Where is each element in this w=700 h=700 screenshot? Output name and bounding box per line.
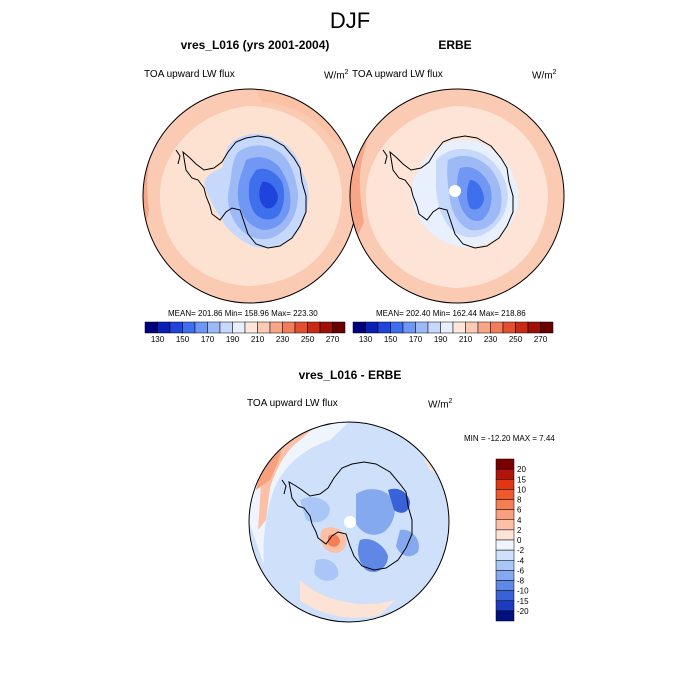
colorbar-box <box>194 321 208 334</box>
colorbar-tick-label: 230 <box>276 335 290 344</box>
colorbar-tick-label: 150 <box>384 335 398 344</box>
colorbar-tick-label: 2 <box>517 526 522 535</box>
colorbar-tick-label: 170 <box>409 335 423 344</box>
colorbar-box <box>365 321 379 334</box>
colorbar-tick-label: 210 <box>251 335 265 344</box>
colorbar-box <box>515 321 529 334</box>
colorbar-box <box>495 580 515 591</box>
panel-1-variable-label: TOA upward LW flux <box>144 69 235 80</box>
colorbar-box <box>219 321 233 334</box>
colorbar-box <box>495 468 515 480</box>
colorbar-tick-label: -2 <box>517 546 525 555</box>
colorbar-tick-label: 10 <box>517 485 526 494</box>
colorbar-tick-label: 20 <box>517 465 526 474</box>
colorbar-box <box>495 570 515 581</box>
colorbar-box <box>319 321 333 334</box>
colorbar-box <box>490 321 504 334</box>
colorbar-box <box>307 321 321 334</box>
colorbar-box <box>495 560 515 571</box>
panel-2-variable-label: TOA upward LW flux <box>352 69 443 80</box>
colorbar-tick-label: 130 <box>359 335 373 344</box>
colorbar-panel-1: 130 150 170 190 210 230 250 270 <box>144 321 346 344</box>
colorbar-box <box>502 321 516 334</box>
colorbar-box <box>402 321 416 334</box>
colorbar-tick-label: -8 <box>517 577 525 586</box>
colorbar-box <box>169 321 183 334</box>
map-erbe-tlw <box>350 89 564 303</box>
colorbar-box <box>390 321 404 334</box>
colorbar-box <box>540 321 554 334</box>
colorbar-box <box>294 321 308 334</box>
colorbar-box <box>495 590 515 601</box>
colorbar-tick-label: 15 <box>517 475 526 484</box>
colorbar-tick-label: 270 <box>326 335 340 344</box>
panel-1-title: vres_L016 (yrs 2001-2004) <box>180 38 330 52</box>
colorbar-tick-label: 150 <box>176 335 190 344</box>
panel-1-stats: MEAN= 201.86 Min= 158.96 Max= 223.30 <box>168 309 318 318</box>
colorbar-box <box>257 321 271 334</box>
colorbar-box <box>495 549 515 561</box>
colorbar-box <box>495 479 515 490</box>
colorbar-tick-label: 170 <box>201 335 215 344</box>
panel-3-title: vres_L016 - ERBE <box>298 368 402 382</box>
panel-3-variable-label: TOA upward LW flux <box>247 398 338 409</box>
colorbar-box <box>269 321 283 334</box>
colorbar-box <box>377 321 391 334</box>
colorbar-box <box>427 321 441 334</box>
colorbar-box <box>477 321 491 334</box>
colorbar-box <box>207 321 221 334</box>
colorbar-box <box>232 321 246 334</box>
colorbar-box <box>495 600 515 612</box>
colorbar-box <box>332 321 346 334</box>
colorbar-tick-label: 210 <box>459 335 473 344</box>
colorbar-box <box>495 610 515 622</box>
colorbar-tick-label: 6 <box>517 506 522 515</box>
colorbar-box <box>415 321 429 334</box>
colorbar-box <box>495 509 515 520</box>
colorbar-tick-label: -20 <box>517 607 529 616</box>
colorbar-box <box>352 321 366 334</box>
colorbar-box <box>144 321 158 334</box>
colorbar-tick-label: 270 <box>534 335 548 344</box>
colorbar-box <box>495 499 515 510</box>
colorbar-box <box>495 529 515 541</box>
panel-3-stats: MIN = -12.20 MAX = 7.44 <box>464 434 555 443</box>
colorbar-box <box>495 489 515 500</box>
colorbar-tick-label: 190 <box>434 335 448 344</box>
panel-2-units: W/m2 <box>532 69 557 82</box>
colorbar-tick-label: 4 <box>517 516 522 525</box>
colorbar-box <box>157 321 171 334</box>
colorbar-box <box>495 519 515 531</box>
colorbar-tick-label: 250 <box>509 335 523 344</box>
colorbar-panel-2: 130 150 170 190 210 230 250 270 <box>352 321 554 344</box>
colorbar-box <box>495 539 515 551</box>
map-difference <box>249 422 449 622</box>
colorbar-box <box>452 321 466 334</box>
panel-3-units: W/m2 <box>428 398 453 411</box>
colorbar-box <box>182 321 196 334</box>
panel-2-stats: MEAN= 202.40 Min= 162.44 Max= 218.86 <box>376 309 526 318</box>
panel-1-units: W/m2 <box>324 69 349 82</box>
colorbar-box <box>244 321 258 334</box>
colorbar-box <box>527 321 541 334</box>
map-model-tlw <box>143 89 357 303</box>
colorbar-tick-label: -4 <box>517 556 525 565</box>
colorbar-tick-label: 0 <box>517 536 522 545</box>
panel-2-title: ERBE <box>438 38 472 52</box>
colorbar-tick-label: 130 <box>151 335 165 344</box>
colorbar-tick-label: -6 <box>517 566 525 575</box>
colorbar-tick-label: 230 <box>484 335 498 344</box>
colorbar-tick-label: -10 <box>517 587 529 596</box>
colorbar-tick-label: -15 <box>517 597 529 606</box>
colorbar-box <box>440 321 454 334</box>
colorbar-tick-label: 190 <box>226 335 240 344</box>
colorbar-box <box>282 321 296 334</box>
colorbar-box <box>465 321 479 334</box>
colorbar-tick-label: 8 <box>517 496 522 505</box>
colorbar-tick-label: 250 <box>301 335 315 344</box>
figure-title: DJF <box>329 8 371 33</box>
colorbar-box <box>495 458 515 470</box>
